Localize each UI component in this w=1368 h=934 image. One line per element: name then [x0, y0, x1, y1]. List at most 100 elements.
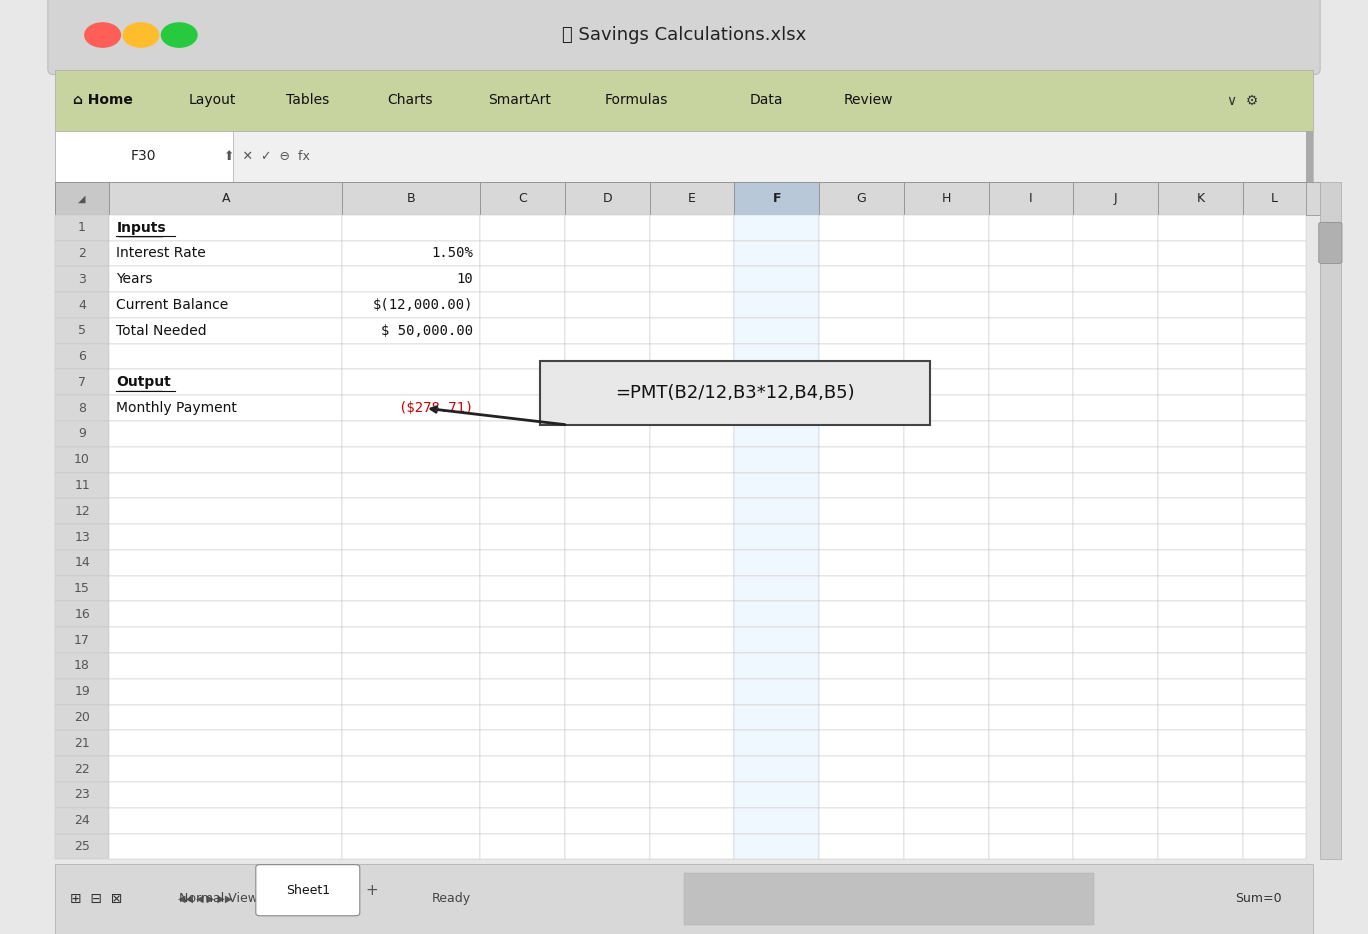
- Bar: [1244, 730, 1306, 757]
- Bar: [819, 292, 904, 318]
- Bar: [480, 833, 565, 859]
- Text: ⊞  ⊟  ⊠: ⊞ ⊟ ⊠: [70, 892, 122, 906]
- Text: Formulas: Formulas: [605, 93, 668, 107]
- Bar: [650, 446, 735, 473]
- Text: Monthly Payment: Monthly Payment: [116, 402, 237, 415]
- Bar: [565, 370, 650, 395]
- Bar: [1159, 182, 1244, 215]
- Bar: [109, 550, 342, 575]
- Bar: [1244, 704, 1306, 730]
- Bar: [480, 395, 565, 421]
- Bar: [109, 370, 342, 395]
- Text: 12: 12: [74, 504, 90, 517]
- Bar: [650, 344, 735, 370]
- Text: 10: 10: [457, 273, 473, 286]
- Bar: [1244, 575, 1306, 601]
- Bar: [1074, 808, 1159, 833]
- FancyBboxPatch shape: [256, 865, 360, 915]
- Bar: [55, 241, 109, 266]
- Bar: [735, 601, 819, 628]
- Bar: [565, 757, 650, 782]
- Bar: [819, 628, 904, 653]
- Bar: [989, 704, 1074, 730]
- Bar: [1159, 679, 1244, 704]
- Bar: [650, 628, 735, 653]
- Text: H: H: [941, 192, 951, 205]
- Bar: [1074, 395, 1159, 421]
- Text: K: K: [1197, 192, 1205, 205]
- FancyBboxPatch shape: [48, 0, 1320, 75]
- Bar: [1074, 757, 1159, 782]
- Text: 24: 24: [74, 814, 90, 828]
- Bar: [735, 808, 819, 833]
- Bar: [1320, 182, 1341, 859]
- Bar: [480, 182, 565, 215]
- Bar: [55, 473, 109, 499]
- Bar: [735, 395, 819, 421]
- Bar: [1159, 757, 1244, 782]
- Text: G: G: [856, 192, 866, 205]
- Bar: [1159, 421, 1244, 446]
- Bar: [650, 550, 735, 575]
- Bar: [342, 601, 480, 628]
- Text: Sum=0: Sum=0: [1235, 893, 1282, 905]
- Bar: [1159, 215, 1244, 241]
- Text: +: +: [365, 883, 379, 898]
- Bar: [1244, 653, 1306, 679]
- Bar: [989, 628, 1074, 653]
- Bar: [904, 266, 989, 292]
- Bar: [735, 446, 819, 473]
- Bar: [565, 215, 650, 241]
- Bar: [1244, 241, 1306, 266]
- Bar: [565, 421, 650, 446]
- Bar: [1159, 473, 1244, 499]
- Bar: [109, 808, 342, 833]
- Bar: [109, 704, 342, 730]
- Bar: [735, 575, 819, 601]
- Text: 23: 23: [74, 788, 90, 801]
- Bar: [1244, 833, 1306, 859]
- Bar: [1244, 782, 1306, 808]
- Bar: [904, 782, 989, 808]
- Bar: [565, 344, 650, 370]
- Bar: [565, 241, 650, 266]
- Bar: [904, 473, 989, 499]
- Bar: [55, 70, 1313, 131]
- Bar: [1159, 524, 1244, 550]
- Text: $ 50,000.00: $ 50,000.00: [382, 324, 473, 338]
- Text: Tables: Tables: [286, 93, 330, 107]
- Bar: [342, 653, 480, 679]
- Bar: [819, 215, 904, 241]
- Text: ⬆  ✕  ✓  ⊖  fx: ⬆ ✕ ✓ ⊖ fx: [224, 150, 309, 163]
- Bar: [735, 757, 819, 782]
- Bar: [342, 524, 480, 550]
- Bar: [1159, 395, 1244, 421]
- Bar: [1244, 808, 1306, 833]
- Bar: [55, 575, 109, 601]
- Bar: [565, 601, 650, 628]
- Bar: [55, 344, 109, 370]
- Bar: [480, 421, 565, 446]
- Bar: [55, 550, 109, 575]
- Bar: [989, 730, 1074, 757]
- Bar: [989, 473, 1074, 499]
- Bar: [109, 241, 342, 266]
- Text: 5: 5: [78, 324, 86, 337]
- Bar: [1159, 292, 1244, 318]
- Bar: [55, 679, 109, 704]
- Bar: [342, 550, 480, 575]
- Bar: [904, 757, 989, 782]
- Text: A: A: [222, 192, 230, 205]
- Text: 1.50%: 1.50%: [431, 247, 473, 261]
- Bar: [109, 182, 342, 215]
- Text: L: L: [1271, 192, 1278, 205]
- Bar: [565, 550, 650, 575]
- Bar: [650, 499, 735, 524]
- Bar: [650, 808, 735, 833]
- Bar: [819, 833, 904, 859]
- Bar: [480, 679, 565, 704]
- Bar: [735, 241, 819, 266]
- Bar: [565, 782, 650, 808]
- Bar: [55, 131, 1313, 182]
- Bar: [1074, 833, 1159, 859]
